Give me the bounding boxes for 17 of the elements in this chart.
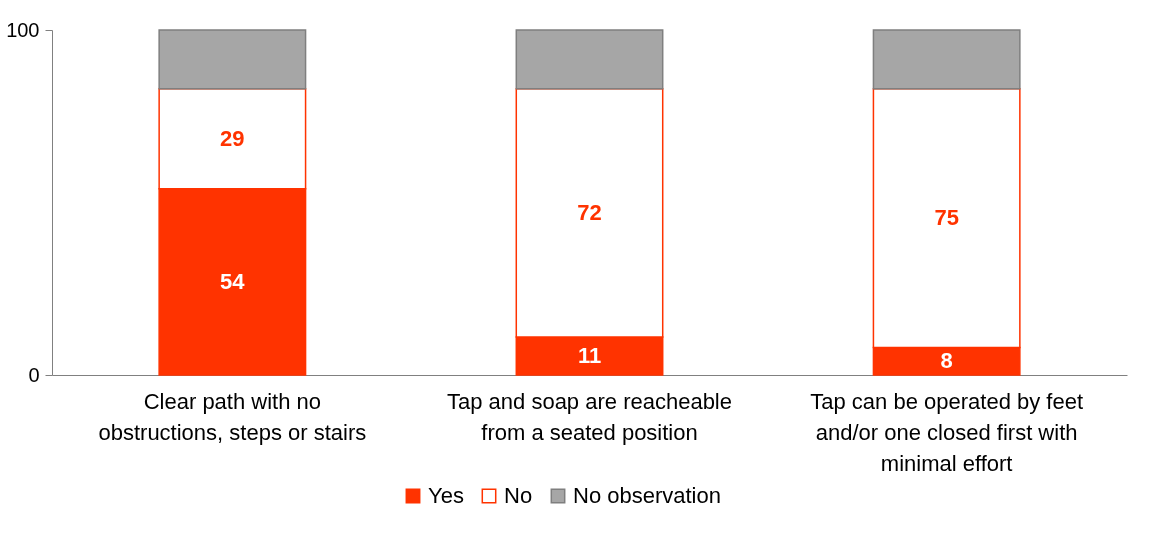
bar [872,29,1021,90]
data-label: 54 [220,268,246,294]
data-label: 11 [577,343,602,369]
x-tick-label: Tap can be operated by feet and/or one closed first with minimal effort [810,388,1084,476]
y-tick-label: 0 [28,363,40,386]
data-label: 29 [220,125,245,151]
data-label: 8 [940,348,953,374]
x-tick-label: Tap and soap are reacheable from a seated position [447,388,732,445]
legend-label: No observation [573,483,721,508]
legend-label: No [504,483,533,508]
legend-label: Yes [428,483,464,508]
bar [158,29,307,90]
x-tick-label: Clear path with no obstructions, steps or stairs [98,388,367,445]
data-label: 75 [934,205,959,231]
bar [515,29,664,90]
data-label: 72 [577,199,602,225]
y-tick-label: 100 [6,18,40,41]
